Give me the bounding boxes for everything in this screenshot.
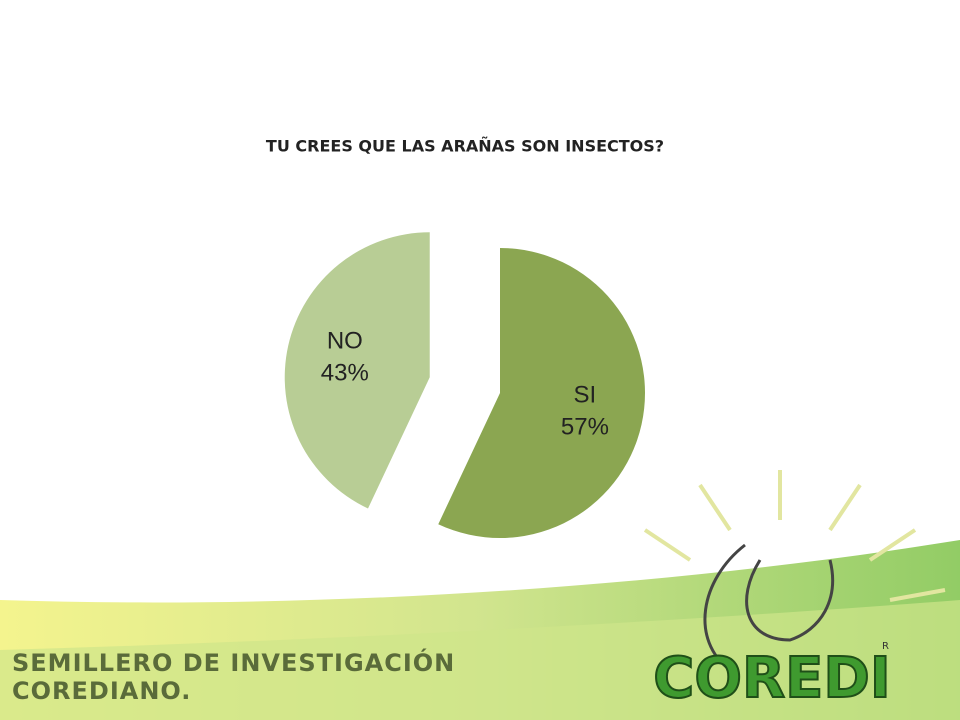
pie-slice xyxy=(284,232,430,509)
footer-text: COREDIANO. xyxy=(12,677,191,705)
pie-slice xyxy=(438,248,645,538)
footer-text: SEMILLERO DE INVESTIGACIÓN xyxy=(12,647,455,677)
background-decoration xyxy=(0,470,960,720)
slice-category-label: SI xyxy=(574,381,597,408)
logo-text: COREDI xyxy=(653,646,890,711)
chart-title: TU CREES QUE LAS ARAÑAS SON INSECTOS? xyxy=(266,137,664,156)
slice-value-label: 43% xyxy=(321,360,369,387)
slice-category-label: NO xyxy=(327,328,363,355)
logo-registered: R xyxy=(882,641,889,652)
slice-value-label: 57% xyxy=(561,413,609,440)
